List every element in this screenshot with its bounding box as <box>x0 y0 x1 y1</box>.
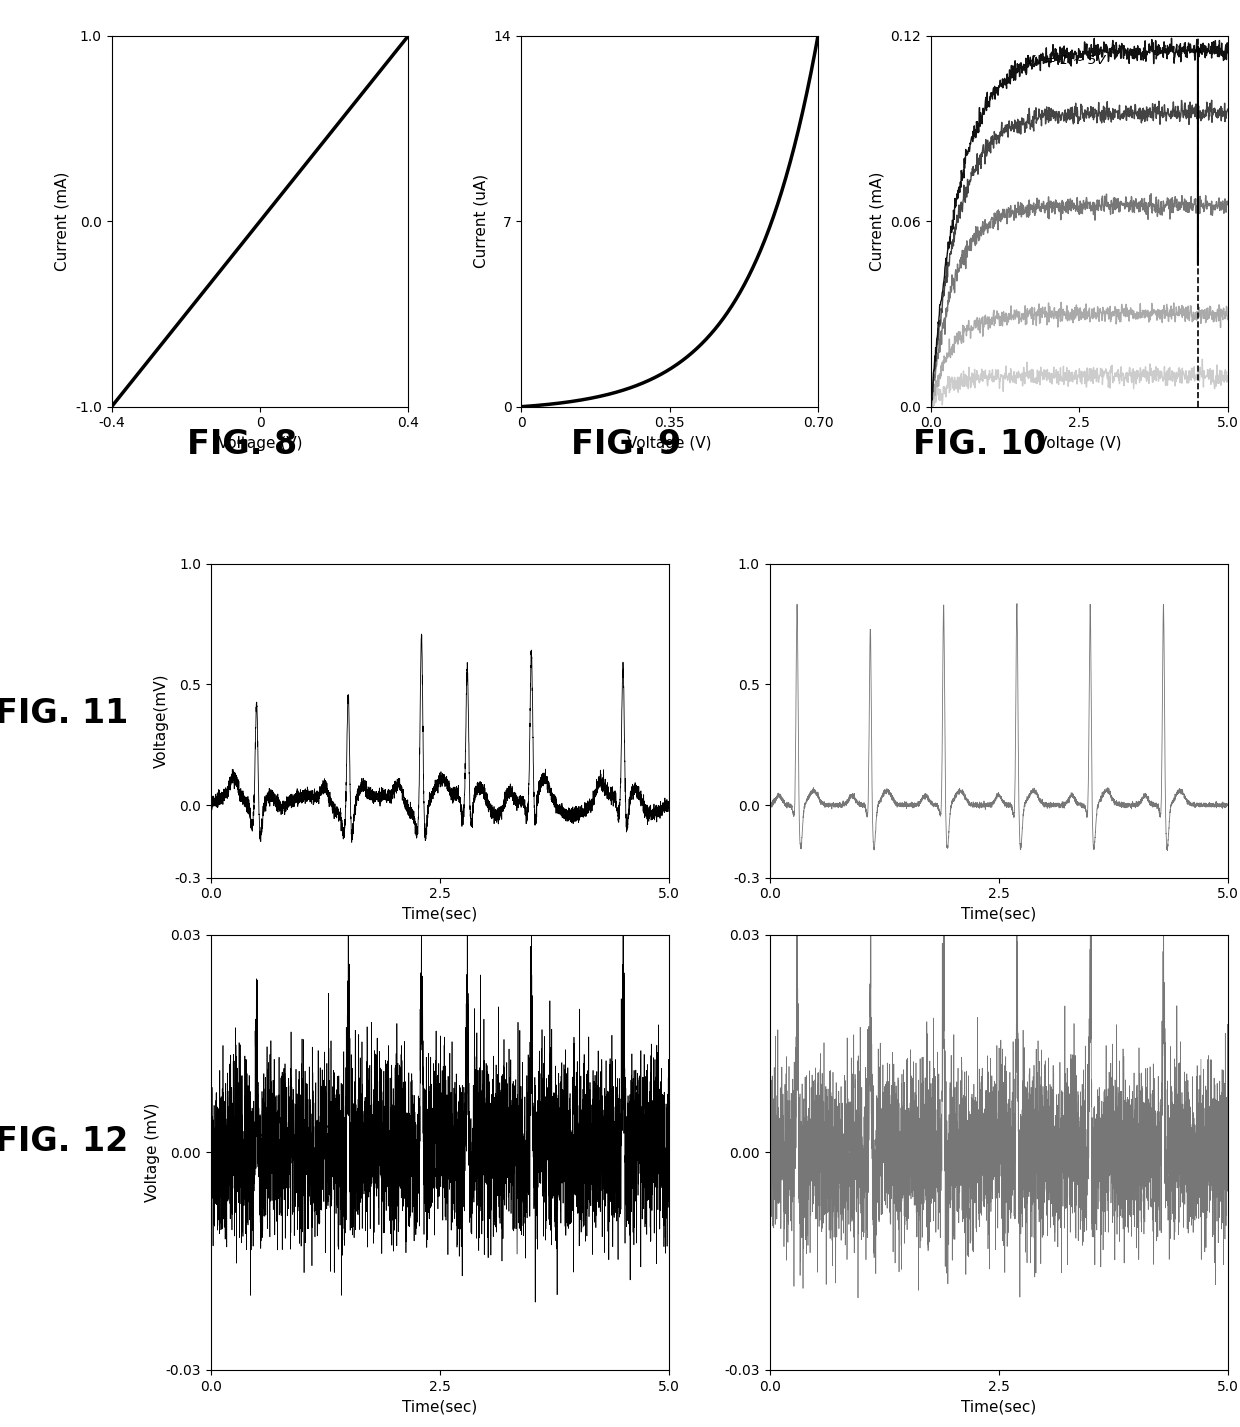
Text: FIG. 8: FIG. 8 <box>187 428 296 461</box>
Y-axis label: Voltage (mV): Voltage (mV) <box>145 1103 160 1202</box>
X-axis label: Voltage (V): Voltage (V) <box>1037 437 1121 451</box>
Y-axis label: Current (mA): Current (mA) <box>869 171 885 271</box>
Text: Vₙ = 1 ~ 5V: Vₙ = 1 ~ 5V <box>1025 54 1105 67</box>
X-axis label: Voltage (V): Voltage (V) <box>627 437 712 451</box>
X-axis label: Time(sec): Time(sec) <box>402 908 477 922</box>
Y-axis label: Voltage(mV): Voltage(mV) <box>154 674 169 768</box>
Text: FIG. 10: FIG. 10 <box>913 428 1047 461</box>
X-axis label: Time(sec): Time(sec) <box>402 1400 477 1414</box>
Text: FIG. 12: FIG. 12 <box>0 1124 129 1159</box>
Text: FIG. 9: FIG. 9 <box>572 428 681 461</box>
X-axis label: Voltage (V): Voltage (V) <box>218 437 303 451</box>
Y-axis label: Current (uA): Current (uA) <box>474 174 489 268</box>
X-axis label: Time(sec): Time(sec) <box>961 1400 1037 1414</box>
Y-axis label: Current (mA): Current (mA) <box>55 171 69 271</box>
X-axis label: Time(sec): Time(sec) <box>961 908 1037 922</box>
Text: FIG. 11: FIG. 11 <box>0 696 129 731</box>
